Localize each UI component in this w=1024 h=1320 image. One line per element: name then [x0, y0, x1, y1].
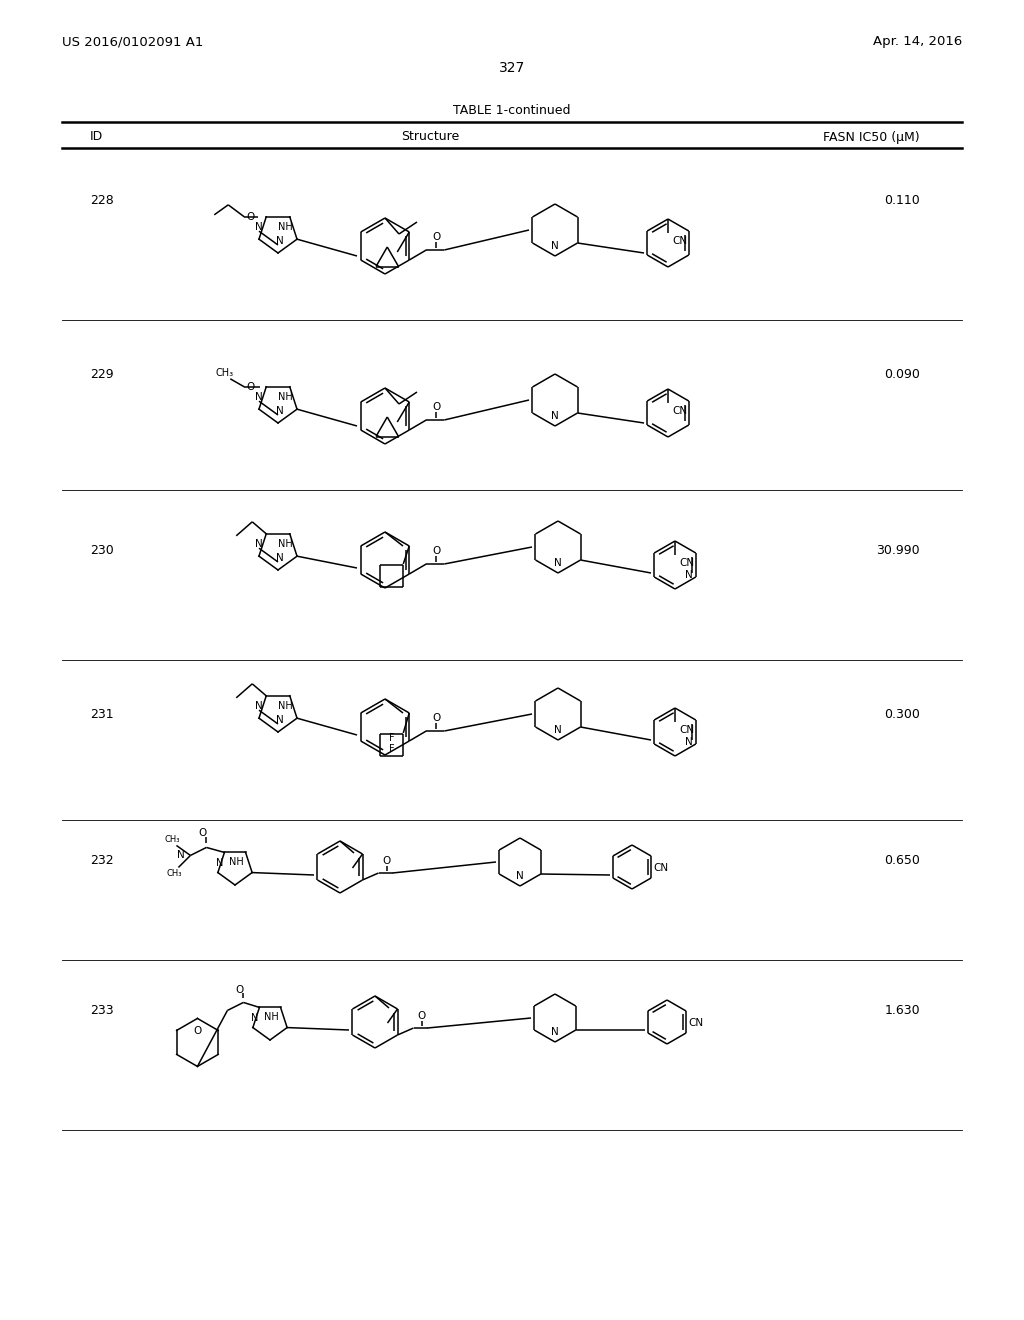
- Text: O: O: [432, 232, 440, 242]
- Text: N: N: [255, 222, 263, 232]
- Text: TABLE 1-continued: TABLE 1-continued: [454, 103, 570, 116]
- Text: 1.630: 1.630: [885, 1003, 920, 1016]
- Text: N: N: [276, 236, 284, 246]
- Text: N: N: [685, 737, 693, 747]
- Text: CN: CN: [672, 236, 687, 246]
- Text: CH₃: CH₃: [167, 869, 182, 878]
- Text: O: O: [236, 986, 244, 995]
- Text: O: O: [246, 211, 254, 222]
- Text: 231: 231: [90, 709, 114, 722]
- Text: N: N: [551, 242, 559, 251]
- Text: CH₃: CH₃: [165, 836, 180, 843]
- Text: CH₃: CH₃: [215, 368, 233, 378]
- Text: 228: 228: [90, 194, 114, 206]
- Text: 0.110: 0.110: [885, 194, 920, 206]
- Text: N: N: [554, 725, 562, 735]
- Text: 30.990: 30.990: [877, 544, 920, 557]
- Text: 0.300: 0.300: [884, 709, 920, 722]
- Text: 229: 229: [90, 368, 114, 381]
- Text: NH: NH: [279, 539, 293, 549]
- Text: CN: CN: [679, 725, 694, 735]
- Text: N: N: [255, 701, 263, 711]
- Text: ID: ID: [90, 131, 103, 144]
- Text: 230: 230: [90, 544, 114, 557]
- Text: NH: NH: [279, 392, 293, 401]
- Text: 233: 233: [90, 1003, 114, 1016]
- Text: N: N: [551, 1027, 559, 1038]
- Text: CN: CN: [653, 863, 669, 873]
- Text: N: N: [276, 407, 284, 416]
- Text: O: O: [199, 829, 207, 838]
- Text: FASN IC50 (μM): FASN IC50 (μM): [823, 131, 920, 144]
- Text: N: N: [554, 558, 562, 568]
- Text: O: O: [432, 713, 440, 723]
- Text: N: N: [251, 1012, 259, 1023]
- Text: N: N: [685, 570, 693, 579]
- Text: N: N: [177, 850, 184, 861]
- Text: F: F: [389, 743, 394, 754]
- Text: O: O: [432, 546, 440, 556]
- Text: 327: 327: [499, 61, 525, 75]
- Text: N: N: [276, 553, 284, 564]
- Text: Apr. 14, 2016: Apr. 14, 2016: [872, 36, 962, 49]
- Text: Structure: Structure: [400, 131, 459, 144]
- Text: 232: 232: [90, 854, 114, 866]
- Text: 0.090: 0.090: [884, 368, 920, 381]
- Text: CN: CN: [688, 1018, 703, 1028]
- Text: NH: NH: [264, 1012, 279, 1023]
- Text: O: O: [418, 1011, 426, 1020]
- Text: NH: NH: [228, 858, 244, 867]
- Text: US 2016/0102091 A1: US 2016/0102091 A1: [62, 36, 204, 49]
- Text: CN: CN: [679, 558, 694, 568]
- Text: O: O: [382, 855, 390, 866]
- Text: N: N: [216, 858, 223, 867]
- Text: CN: CN: [672, 407, 687, 416]
- Text: N: N: [551, 411, 559, 421]
- Text: O: O: [246, 381, 254, 392]
- Text: NH: NH: [279, 701, 293, 710]
- Text: N: N: [255, 392, 263, 403]
- Text: O: O: [432, 403, 440, 412]
- Text: N: N: [255, 539, 263, 549]
- Text: N: N: [516, 871, 524, 880]
- Text: 0.650: 0.650: [884, 854, 920, 866]
- Text: O: O: [194, 1027, 202, 1036]
- Text: NH: NH: [279, 222, 293, 232]
- Text: N: N: [276, 715, 284, 725]
- Text: F: F: [389, 733, 394, 743]
